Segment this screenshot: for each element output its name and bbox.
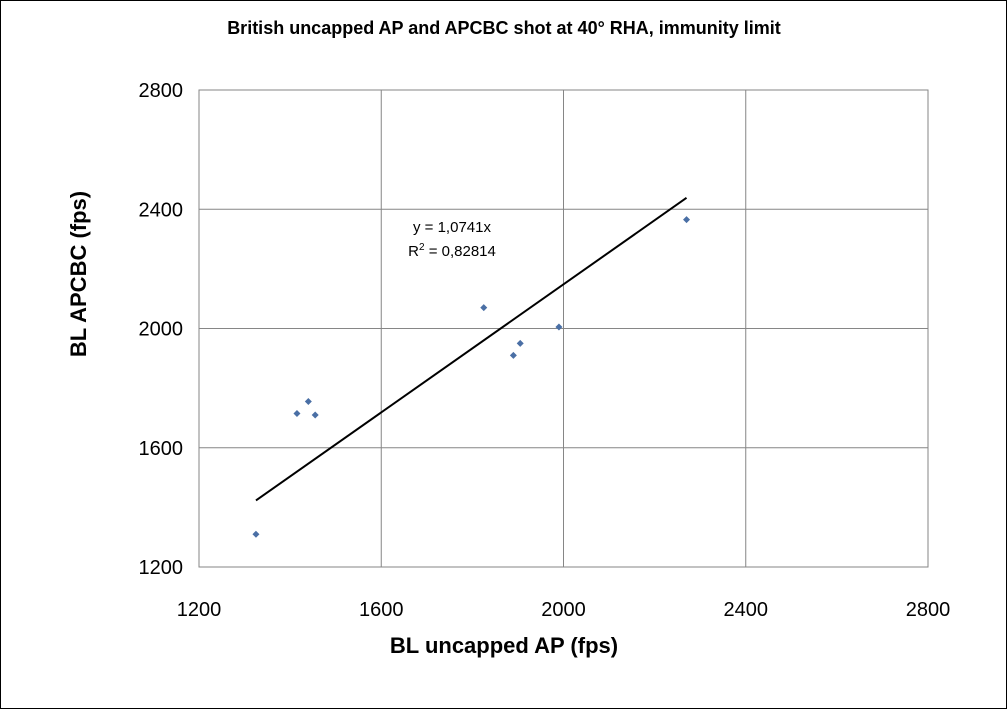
data-point xyxy=(509,351,517,359)
r-squared-label: R2 = 0,82814 xyxy=(408,242,496,260)
data-point xyxy=(516,339,524,347)
x-tick-label: 2800 xyxy=(906,599,951,621)
y-tick-label: 2000 xyxy=(139,319,184,341)
data-points xyxy=(252,216,691,538)
chart-title: British uncapped AP and APCBC shot at 40… xyxy=(227,18,781,38)
x-tick-label: 1200 xyxy=(177,599,222,621)
r-squared-exponent: 2 xyxy=(419,242,425,253)
gridlines xyxy=(198,89,929,568)
trendline xyxy=(255,197,688,502)
plot-area-border xyxy=(198,89,929,568)
data-point xyxy=(683,216,691,224)
data-point xyxy=(480,304,488,312)
y-tick-label: 1600 xyxy=(139,438,184,460)
trendline-equation: y = 1,0741x xyxy=(413,219,491,236)
y-tick-label: 1200 xyxy=(139,557,184,579)
x-tick-label: 2000 xyxy=(541,599,586,621)
y-tick-label: 2800 xyxy=(139,80,184,102)
y-axis-title: BL APCBC (fps) xyxy=(66,191,91,357)
x-tick-label: 2400 xyxy=(724,599,769,621)
data-point xyxy=(252,530,260,538)
data-point xyxy=(304,398,312,406)
x-tick-label: 1600 xyxy=(359,599,404,621)
data-point xyxy=(555,323,563,331)
data-point xyxy=(293,409,301,417)
trendline-layer xyxy=(255,197,688,502)
x-axis-title: BL uncapped AP (fps) xyxy=(390,633,618,658)
r-squared-value: = 0,82814 xyxy=(425,243,496,260)
r-squared-prefix: R xyxy=(408,243,419,260)
y-tick-label: 2400 xyxy=(139,199,184,221)
data-point xyxy=(311,411,319,419)
tick-labels: 1200 1600 2000 2400 2800 1200 1600 2000 2400 2800 xyxy=(139,80,951,621)
